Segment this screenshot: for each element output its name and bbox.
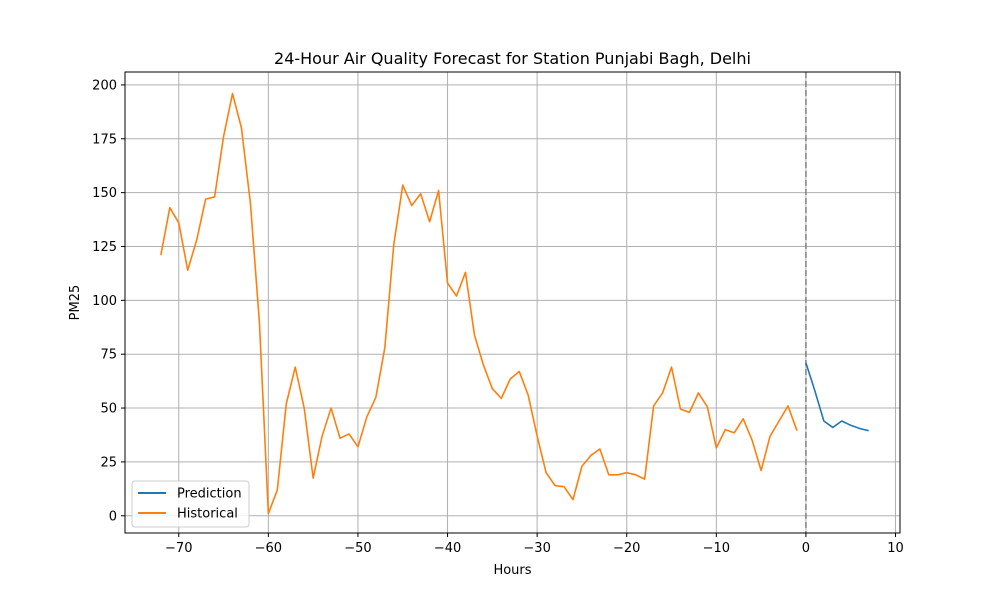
x-tick-label: 10 [887, 541, 904, 556]
series-layer [160, 92, 869, 515]
chart-title: 24-Hour Air Quality Forecast for Station… [274, 49, 751, 68]
x-axis-label: Hours [493, 563, 531, 578]
x-tick-label: −10 [703, 541, 730, 556]
legend-label-historical: Historical [177, 507, 238, 522]
y-tick-label: 0 [109, 509, 117, 524]
y-tick-label: 25 [100, 455, 117, 470]
x-tick-label: −50 [344, 541, 371, 556]
y-tick-label: 125 [92, 240, 117, 255]
y-tick-label: 50 [100, 402, 117, 417]
x-ticks: −70 −60 −50 −40 −30 −20 −10 0 10 [165, 533, 904, 556]
legend-label-prediction: Prediction [177, 487, 242, 502]
x-tick-label: 0 [802, 541, 810, 556]
y-tick-label: 75 [100, 348, 117, 363]
y-axis-label: PM25 [68, 285, 83, 321]
y-tick-label: 175 [92, 132, 117, 147]
plot-frame [124, 71, 901, 534]
x-tick-label: −60 [255, 541, 282, 556]
historical-series-line [160, 92, 798, 515]
prediction-series-line [805, 362, 869, 432]
grid-layer [125, 72, 900, 533]
x-tick-label: −20 [613, 541, 640, 556]
legend: Prediction Historical [131, 480, 250, 528]
x-tick-label: −30 [523, 541, 550, 556]
y-tick-label: 100 [92, 294, 117, 309]
y-tick-label: 200 [92, 78, 117, 93]
x-tick-label: −70 [165, 541, 192, 556]
y-tick-label: 150 [92, 186, 117, 201]
x-tick-label: −40 [434, 541, 461, 556]
y-ticks: 0 25 50 75 100 125 150 175 200 [92, 78, 125, 524]
